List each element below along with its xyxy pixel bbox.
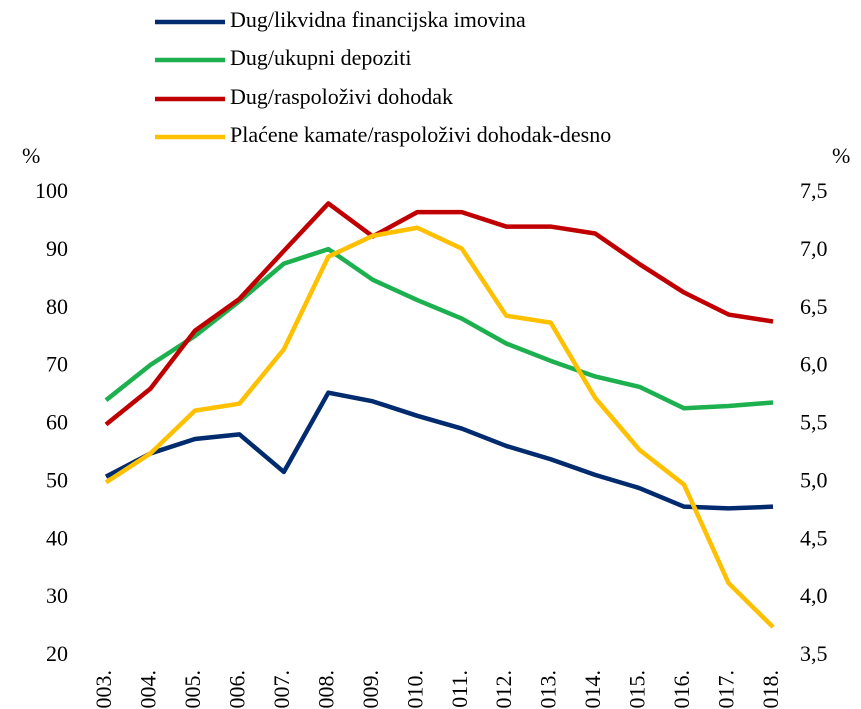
legend-label: Dug/ukupni depoziti	[230, 45, 411, 70]
y-tick-label: 80	[46, 294, 68, 319]
y-tick-label: 50	[46, 467, 68, 492]
y2-tick-label: 6,0	[800, 352, 828, 377]
y-tick-label: 60	[46, 410, 68, 435]
series-line	[104, 246, 774, 411]
x-tick-label: 2013.	[536, 670, 561, 709]
x-tick-label: 2007.	[269, 670, 294, 709]
x-tick-label: 2016.	[669, 670, 694, 709]
y2-tick-label: 5,5	[800, 410, 828, 435]
y2-tick-label: 3,5	[800, 641, 828, 666]
x-tick-label: 2009.	[358, 670, 383, 709]
y-tick-label: 100	[35, 178, 68, 203]
x-tick-label: 2004.	[136, 670, 161, 709]
y-tick-label: 20	[46, 641, 68, 666]
x-tick-label: 2008.	[313, 670, 338, 709]
series-line	[104, 390, 774, 511]
x-tick-label: 2018.	[758, 670, 783, 709]
x-tick-label: 2005.	[180, 670, 205, 709]
x-tick-label: 2006.	[224, 670, 249, 709]
x-tick-label: 2003.	[91, 670, 116, 709]
x-tick-label: 2012.	[491, 670, 516, 709]
x-tick-label: 2010.	[402, 670, 427, 709]
x-tick-label: 2017.	[714, 670, 739, 709]
y2-tick-label: 7,0	[800, 236, 828, 261]
y2-tick-label: 5,0	[800, 467, 828, 492]
y2-tick-label: 7,5	[800, 178, 828, 203]
y-tick-label: 40	[46, 525, 68, 550]
y2-tick-label: 4,5	[800, 525, 828, 550]
y2-axis-label: %	[832, 143, 850, 168]
series-line	[104, 201, 774, 427]
x-tick-label: 2015.	[625, 670, 650, 709]
y-tick-label: 30	[46, 583, 68, 608]
y-axis-label: %	[22, 143, 40, 168]
y-tick-label: 70	[46, 352, 68, 377]
y2-tick-label: 6,5	[800, 294, 828, 319]
x-tick-label: 2011.	[447, 670, 472, 709]
legend-label: Dug/likvidna financijska imovina	[230, 7, 526, 32]
y-tick-label: 90	[46, 236, 68, 261]
legend-label: Dug/raspoloživi dohodak	[230, 84, 453, 109]
series-line	[104, 225, 775, 629]
legend-label: Plaćene kamate/raspoloživi dohodak-desno	[230, 122, 611, 147]
x-tick-label: 2014.	[580, 670, 605, 709]
y2-tick-label: 4,0	[800, 583, 828, 608]
